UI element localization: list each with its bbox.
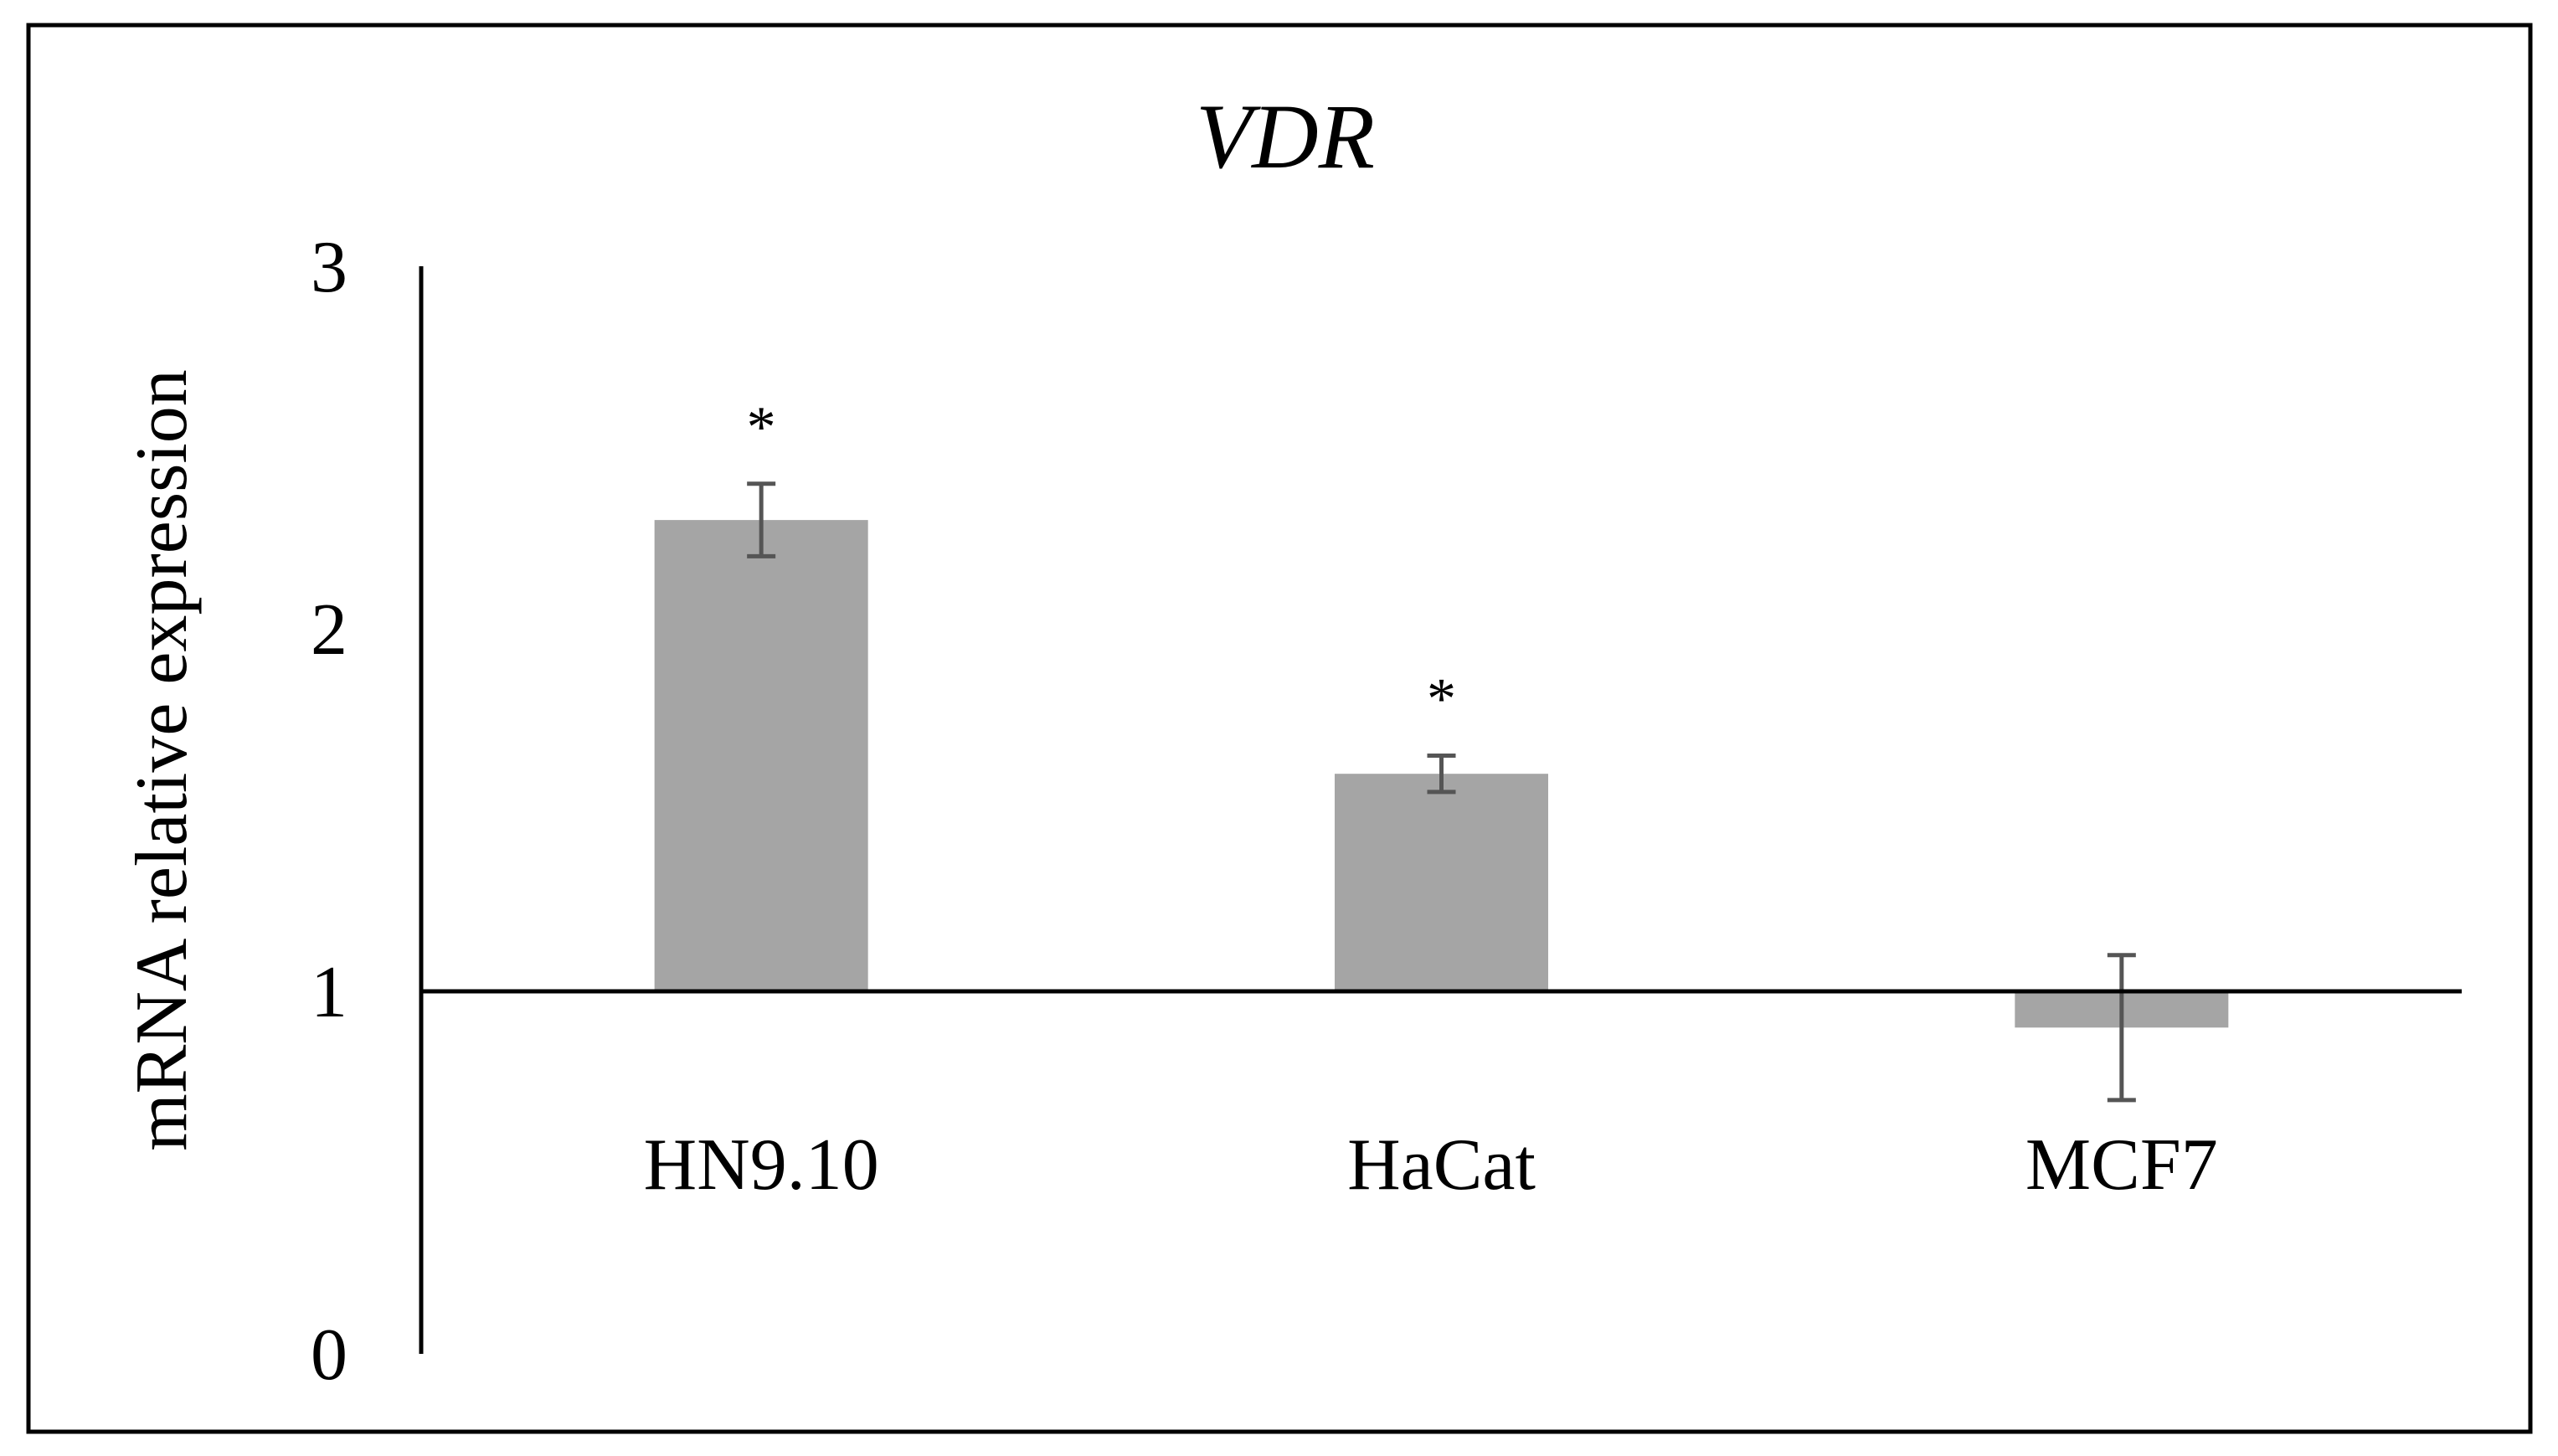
chart-marks: * * 0 1 2 3 HN9.10 HaCat MCF7: [311, 227, 2462, 1396]
chart-frame: [26, 23, 2533, 1434]
significance-marker-0: *: [747, 395, 776, 460]
y-tick-label-0: 0: [311, 1315, 347, 1396]
significance-marker-1: *: [1427, 667, 1456, 732]
x-tick-label-hn9-10: HN9.10: [644, 1124, 879, 1206]
y-tick-label-3: 3: [311, 227, 347, 308]
bar-hacat: [1335, 774, 1548, 991]
y-axis-label: mRNA relative expression: [121, 369, 203, 1151]
y-tick-label-1: 1: [311, 952, 347, 1033]
chart-title: VDR: [1196, 85, 1375, 188]
x-tick-label-mcf7: MCF7: [2025, 1124, 2218, 1206]
x-tick-label-hacat: HaCat: [1347, 1124, 1536, 1206]
bar-hn9-10: [654, 520, 868, 991]
y-tick-label-2: 2: [311, 589, 347, 671]
